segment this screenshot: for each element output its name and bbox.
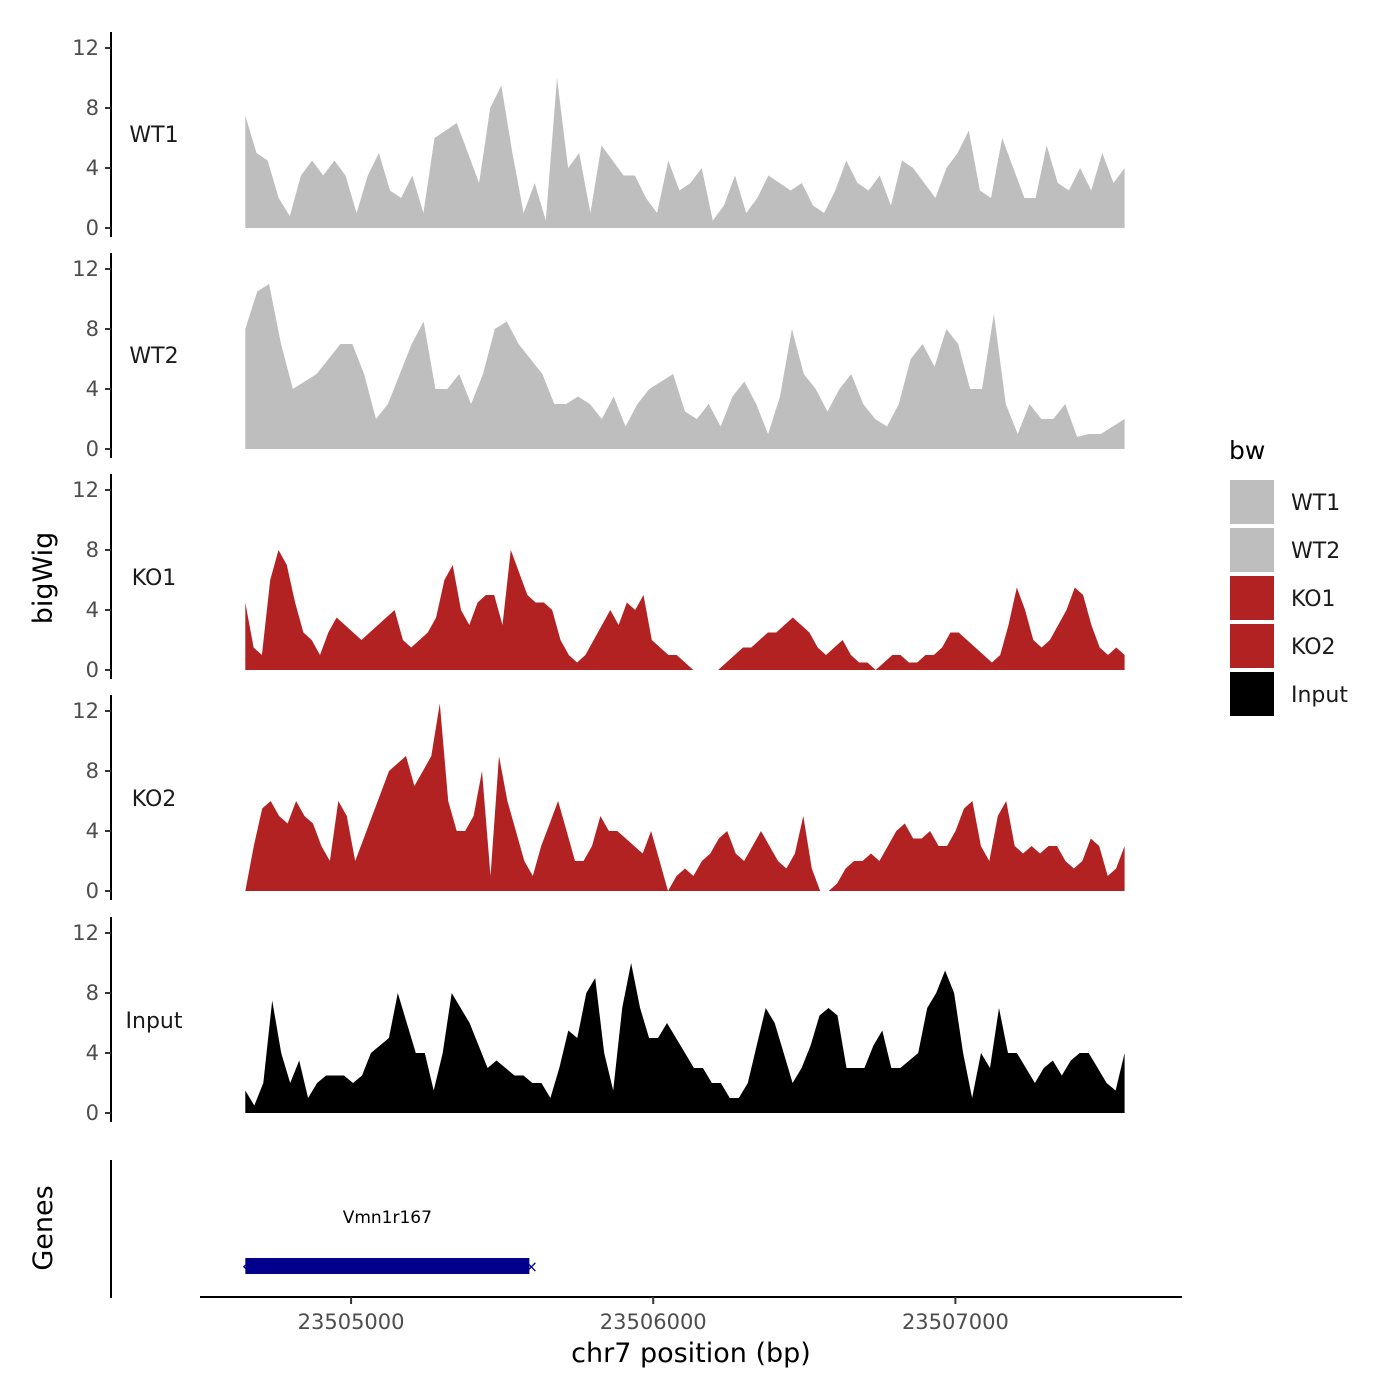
coverage-area-ko1 — [245, 550, 1125, 670]
y-tick-label: 0 — [86, 658, 99, 682]
track-label-ko2: KO2 — [132, 787, 177, 812]
track-input: 0 4 8 12 Input — [72, 917, 1125, 1125]
legend-label-ko2: KO2 — [1291, 635, 1336, 660]
legend: bw WT1 WT2 KO1 KO2 Input — [1229, 436, 1348, 716]
y-tick-label: 8 — [86, 981, 99, 1005]
y-tick-label: 0 — [86, 437, 99, 461]
x-tick-label: 23507000 — [902, 1310, 1009, 1334]
legend-swatch-wt1 — [1230, 480, 1274, 524]
track-label-ko1: KO1 — [132, 566, 177, 591]
x-tick-label: 23506000 — [600, 1310, 707, 1334]
gene-body — [245, 1258, 530, 1274]
track-ko1: 0 4 8 12 KO1 — [72, 474, 1125, 682]
coverage-area-input — [245, 963, 1125, 1113]
legend-swatch-ko2 — [1230, 624, 1274, 668]
y-tick-label: 4 — [86, 819, 99, 843]
legend-swatch-wt2 — [1230, 528, 1274, 572]
legend-title: bw — [1229, 436, 1265, 465]
y-tick-label: 12 — [72, 257, 99, 281]
y-tick-label: 0 — [86, 1101, 99, 1125]
track-label-wt1: WT1 — [129, 123, 178, 148]
track-ko2: 0 4 8 12 KO2 — [72, 695, 1125, 903]
coverage-area-ko2 — [245, 703, 1125, 891]
y-tick-label: 4 — [86, 156, 99, 180]
x-axis: 23505000 23506000 23507000 chr7 position… — [200, 1296, 1182, 1369]
y-tick-label: 8 — [86, 96, 99, 120]
y-tick-label: 12 — [72, 36, 99, 60]
track-label-wt2: WT2 — [129, 344, 178, 369]
x-tick-label: 23505000 — [298, 1310, 405, 1334]
coverage-area-wt2 — [245, 284, 1125, 449]
gene-strand-arrow: ‹ — [242, 1256, 249, 1277]
y-tick-label: 8 — [86, 317, 99, 341]
y-tick-label: 12 — [72, 699, 99, 723]
y-axis-title: bigWig — [28, 532, 59, 625]
y-tick-label: 8 — [86, 538, 99, 562]
y-tick-label: 4 — [86, 1041, 99, 1065]
legend-label-wt1: WT1 — [1291, 491, 1340, 516]
track-wt1: 0 4 8 12 WT1 — [72, 32, 1125, 240]
y-tick-label: 4 — [86, 598, 99, 622]
genes-axis-title: Genes — [28, 1185, 59, 1270]
legend-swatch-ko1 — [1230, 576, 1274, 620]
y-tick-label: 12 — [72, 921, 99, 945]
gene-label: Vmn1r167 — [343, 1208, 432, 1228]
gene-end-marker: × — [525, 1257, 538, 1276]
y-tick-label: 4 — [86, 377, 99, 401]
genes-track: Genes Vmn1r167 ‹ × — [28, 1160, 538, 1298]
legend-swatch-input — [1230, 672, 1274, 716]
track-label-input: Input — [126, 1009, 183, 1034]
y-tick-label: 0 — [86, 879, 99, 903]
y-tick-label: 12 — [72, 478, 99, 502]
x-axis-title: chr7 position (bp) — [571, 1338, 811, 1369]
legend-label-wt2: WT2 — [1291, 539, 1340, 564]
y-tick-label: 0 — [86, 216, 99, 240]
coverage-area-wt1 — [245, 78, 1125, 228]
legend-label-ko1: KO1 — [1291, 587, 1336, 612]
y-tick-label: 8 — [86, 759, 99, 783]
legend-label-input: Input — [1291, 683, 1348, 708]
track-wt2: 0 4 8 12 WT2 — [72, 253, 1125, 461]
